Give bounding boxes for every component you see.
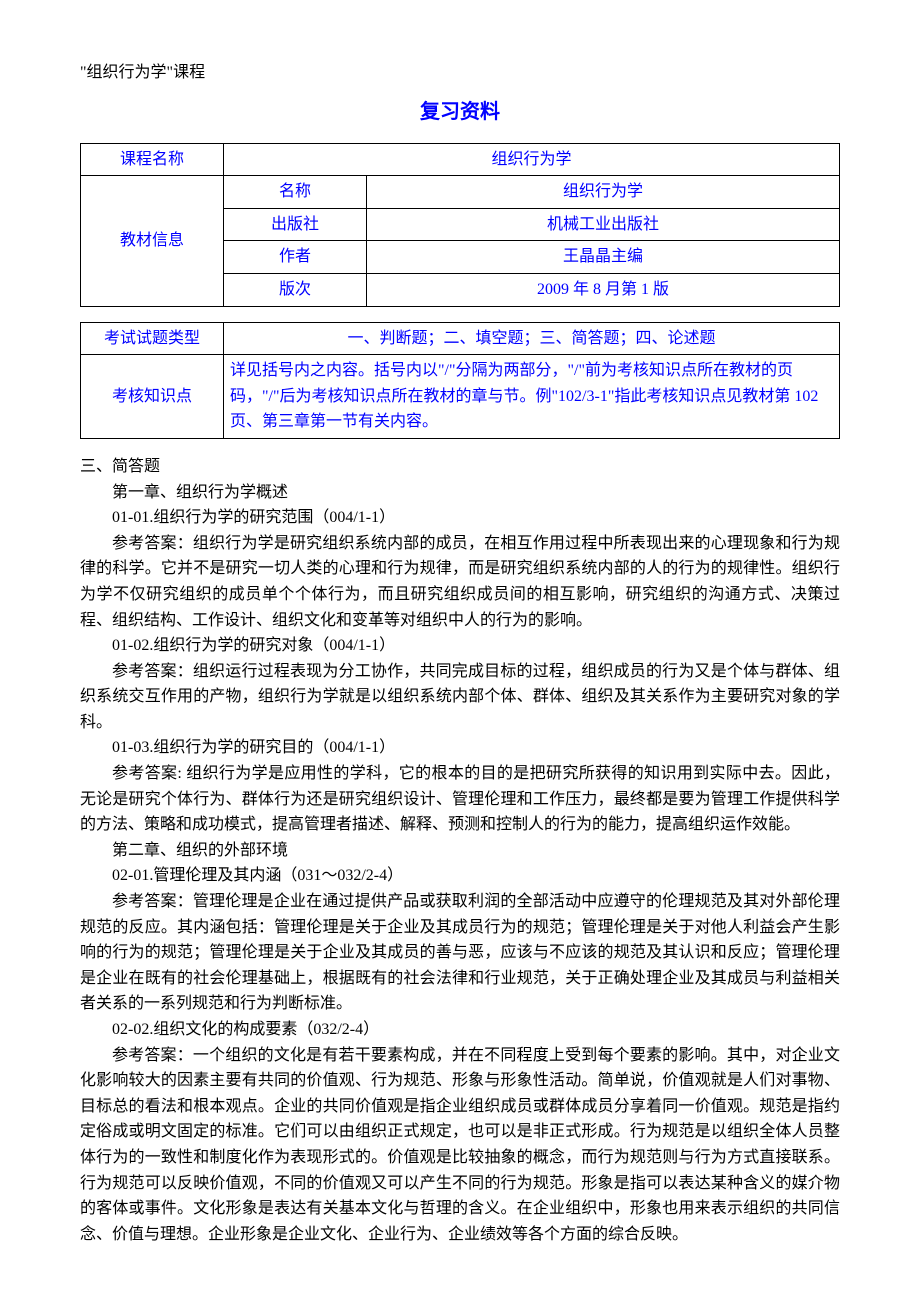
cell-author-label: 作者 <box>224 241 367 274</box>
q02-01-answer: 参考答案：管理伦理是企业在通过提供产品或获取利润的全部活动中应遵守的伦理规范及其… <box>80 889 840 1017</box>
cell-textbook-info-label: 教材信息 <box>81 176 224 306</box>
q01-02-title: 01-02.组织行为学的研究对象（004/1-1） <box>80 633 840 659</box>
cell-edition-label: 版次 <box>224 273 367 306</box>
table-row: 教材信息 名称 组织行为学 <box>81 176 840 209</box>
chapter-1-heading: 第一章、组织行为学概述 <box>80 480 840 506</box>
cell-publisher-label: 出版社 <box>224 208 367 241</box>
q02-02-answer: 参考答案：一个组织的文化是有若干要素构成，并在不同程度上受到每个要素的影响。其中… <box>80 1043 840 1248</box>
cell-exam-type-value: 一、判断题；二、填空题；三、简答题；四、论述题 <box>224 322 840 355</box>
cell-knowledge-points-value: 详见括号内之内容。括号内以"/"分隔为两部分，"/"前为考核知识点所在教材的页码… <box>224 355 840 439</box>
course-info-table: 课程名称 组织行为学 教材信息 名称 组织行为学 出版社 机械工业出版社 作者 … <box>80 143 840 307</box>
q01-02-answer: 参考答案：组织运行过程表现为分工协作，共同完成目标的过程，组织成员的行为又是个体… <box>80 659 840 736</box>
q01-01-answer: 参考答案：组织行为学是研究组织系统内部的成员，在相互作用过程中所表现出来的心理现… <box>80 531 840 633</box>
cell-name-value: 组织行为学 <box>367 176 840 209</box>
q02-01-title: 02-01.管理伦理及其内涵（031～032/2-4） <box>80 863 840 889</box>
table-row: 考核知识点 详见括号内之内容。括号内以"/"分隔为两部分，"/"前为考核知识点所… <box>81 355 840 439</box>
cell-edition-value: 2009 年 8 月第 1 版 <box>367 273 840 306</box>
exam-info-table: 考试试题类型 一、判断题；二、填空题；三、简答题；四、论述题 考核知识点 详见括… <box>80 322 840 439</box>
cell-publisher-value: 机械工业出版社 <box>367 208 840 241</box>
q01-01-title: 01-01.组织行为学的研究范围（004/1-1） <box>80 505 840 531</box>
q01-03-answer: 参考答案: 组织行为学是应用性的学科，它的根本的目的是把研究所获得的知识用到实际… <box>80 761 840 838</box>
table-row: 课程名称 组织行为学 <box>81 143 840 176</box>
cell-course-name-label: 课程名称 <box>81 143 224 176</box>
cell-knowledge-points-label: 考核知识点 <box>81 355 224 439</box>
page-title: 复习资料 <box>80 96 840 128</box>
q02-02-title: 02-02.组织文化的构成要素（032/2-4） <box>80 1017 840 1043</box>
table-row: 考试试题类型 一、判断题；二、填空题；三、简答题；四、论述题 <box>81 322 840 355</box>
section-heading: 三、简答题 <box>80 454 840 480</box>
cell-exam-type-label: 考试试题类型 <box>81 322 224 355</box>
cell-course-name-value: 组织行为学 <box>224 143 840 176</box>
cell-name-label: 名称 <box>224 176 367 209</box>
cell-author-value: 王晶晶主编 <box>367 241 840 274</box>
course-label: "组织行为学"课程 <box>80 60 840 86</box>
q01-03-title: 01-03.组织行为学的研究目的（004/1-1） <box>80 735 840 761</box>
chapter-2-heading: 第二章、组织的外部环境 <box>80 838 840 864</box>
